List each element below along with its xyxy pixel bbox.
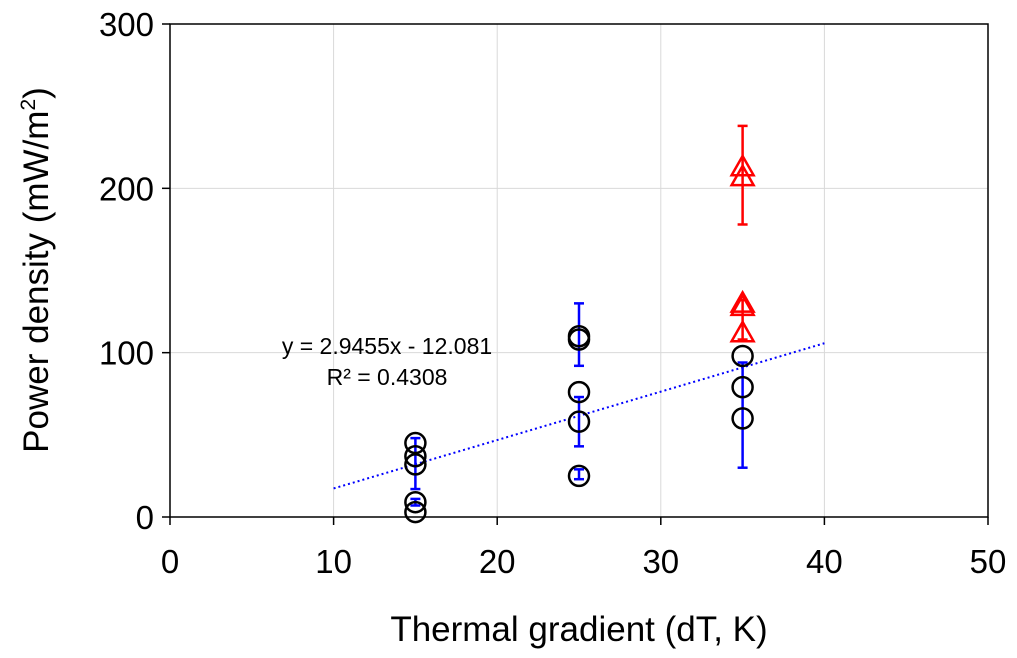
y-tick-label: 200 [99,170,154,207]
x-tick-label: 50 [970,543,1007,580]
axes [162,23,989,525]
x-tick-label: 10 [315,543,352,580]
circle-point [731,407,754,430]
x-tick-label: 30 [642,543,679,580]
circle-point [731,344,754,368]
triangle-point [729,153,756,177]
plot-area-frame [169,23,989,518]
circle-point [404,444,427,468]
trendline-r2: R² = 0.4308 [327,364,448,390]
y-axis-title-main: Power density (mW/m [17,111,56,453]
circle-point [567,380,591,404]
circle-point [567,328,591,351]
triangle-point [729,319,756,343]
x-tick-label: 40 [806,543,843,580]
triangle-point [729,289,756,313]
y-axis-title-close: ) [17,87,56,99]
triangle-point [729,163,756,187]
y-tick-label: 100 [99,335,154,372]
trendline-equation: y = 2.9455x - 12.081 [282,333,492,359]
circle-point [731,375,754,399]
triangle-point [729,293,756,317]
circle-point [404,431,427,455]
x-tick-label: 0 [161,543,179,580]
y-tick-label: 0 [136,499,154,536]
circle-point [404,453,427,476]
circle-point [567,464,591,488]
tick-labels: 0 10 20 30 40 50 0 100 200 300 [99,6,1006,580]
data-points [404,153,756,524]
y-tick-label: 300 [99,6,154,43]
circle-point [404,490,427,514]
y-axis-title-sup: 2 [17,99,40,111]
circle-point [567,410,591,433]
error-bars [410,124,748,507]
x-tick-label: 20 [479,543,516,580]
x-axis-title: Thermal gradient (dT, K) [390,610,767,649]
y-axis-title: Power density (mW/m2) [17,87,56,453]
circle-point [404,500,427,524]
